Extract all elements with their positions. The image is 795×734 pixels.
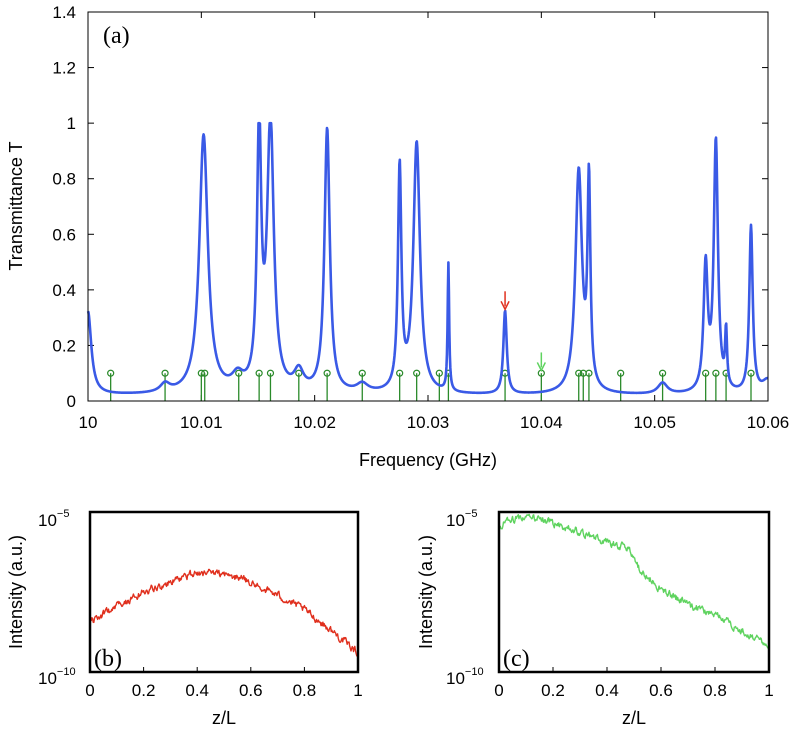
- panel-c-y-axis-label: Intensity (a.u.): [416, 535, 436, 649]
- red-arrow-icon: [500, 291, 510, 311]
- panel-b-x-axis-label: z/L: [212, 708, 236, 728]
- panel-a-y-tick-label: 1: [67, 114, 76, 133]
- panel-a-stem-marker: [107, 369, 115, 377]
- panel-a-y-tick-label: 0.2: [52, 336, 76, 355]
- panel-c-x-axis-label: z/L: [622, 708, 646, 728]
- panel-a-frame: [87, 11, 769, 402]
- panel-a-y-tick-label: 0: [67, 392, 76, 411]
- panel-c-label: (c): [503, 646, 530, 672]
- panel-b-y-tick-base: 10: [38, 669, 57, 688]
- panel-b-y-tick-bottom: 10−10: [38, 666, 76, 688]
- panel-a-label: (a): [103, 23, 130, 49]
- panel-c-x-tick-label: 0: [494, 681, 503, 700]
- panel-a-transmittance-line: [86, 121, 769, 395]
- panel-a-y-tick-labels: 0 0.2 0.4 0.6 0.8 1 1.2 1.4: [52, 3, 76, 411]
- panel-a-y-tick-label: 0.8: [52, 170, 76, 189]
- panel-a-x-axis-label: Frequency (GHz): [359, 450, 497, 470]
- panel-b-x-tick-label: 0: [85, 681, 94, 700]
- svg-text:10−10: 10−10: [446, 666, 484, 688]
- panel-a-y-tick-label: 1.4: [52, 3, 76, 22]
- panel-a-stem-marker: [201, 369, 209, 377]
- panel-a-stem-marker: [617, 369, 625, 377]
- panel-a-x-tick-label: 10.03: [407, 413, 450, 432]
- panel-a-stem-marker: [161, 369, 169, 377]
- panel-a-stem-marker: [658, 369, 667, 377]
- panel-c-y-tick-exp: −10: [465, 666, 484, 678]
- panel-b-frame: [88, 510, 360, 674]
- panel-a-stem-marker: [712, 369, 720, 377]
- panel-a-stem-marker: [702, 369, 710, 377]
- panel-a-x-tick-label: 10: [79, 413, 98, 432]
- svg-text:10−5: 10−5: [38, 508, 69, 530]
- panel-b-x-tick-label: 1: [353, 681, 362, 700]
- panel-c: 0 0.2 0.4 0.6 0.8 1 10−5 10−10 z/L Intensity …: [416, 508, 774, 728]
- panel-c-x-tick-labels: 0 0.2 0.4 0.6 0.8 1: [494, 681, 773, 700]
- panel-b-y-tick-top: 10−5: [38, 508, 69, 530]
- panel-b-x-tick-labels: 0 0.2 0.4 0.6 0.8 1: [85, 681, 362, 700]
- panel-a-stem-marker: [435, 369, 443, 377]
- panel-a-x-tick-label: 10.05: [633, 413, 676, 432]
- panel-a-x-tick-labels: 10 10.01 10.02 10.03 10.04 10.05 10.06: [79, 413, 790, 432]
- panel-b-y-axis-label: Intensity (a.u.): [6, 535, 26, 649]
- panel-c-y-tick-bottom: 10−10: [446, 666, 484, 688]
- panel-a-stem-marker: [747, 369, 755, 377]
- panel-a-stem-marker: [323, 369, 331, 377]
- panel-c-x-tick-label: 0.4: [595, 681, 619, 700]
- panel-c-intensity-line: [498, 513, 770, 651]
- panel-c-x-tick-label: 0.2: [541, 681, 565, 700]
- panel-c-x-tick-label: 0.6: [649, 681, 673, 700]
- panel-a-stems: [107, 369, 755, 401]
- panel-a-stem-marker: [413, 369, 421, 377]
- panel-a-x-tick-label: 10.01: [180, 413, 223, 432]
- panel-a-stem-marker: [358, 369, 366, 377]
- panel-a-stem-marker: [575, 369, 583, 377]
- panel-b-y-tick-base: 10: [38, 511, 57, 530]
- panel-a-stem-marker: [255, 369, 263, 377]
- panel-a-stem-marker: [585, 369, 593, 377]
- panel-a-y-tick-label: 0.6: [52, 225, 76, 244]
- panel-a-y-tick-label: 0.4: [52, 281, 76, 300]
- panel-a: 10 10.01 10.02 10.03 10.04 10.05 10.06 0 0.2 0.4…: [6, 3, 789, 470]
- panel-c-y-tick-base: 10: [446, 511, 465, 530]
- panel-a-stem-marker: [295, 369, 303, 377]
- panel-c-x-tick-label: 1: [764, 681, 773, 700]
- panel-c-x-tick-label: 0.8: [703, 681, 727, 700]
- svg-text:10−5: 10−5: [446, 508, 477, 530]
- panel-b-intensity-line: [89, 568, 359, 658]
- panel-a-stem-marker: [235, 369, 243, 377]
- panel-a-x-tick-label: 10.06: [747, 413, 790, 432]
- svg-text:10−10: 10−10: [38, 666, 76, 688]
- panel-a-stem-marker: [396, 369, 404, 377]
- panel-b-x-tick-label: 0.4: [185, 681, 209, 700]
- panel-b-x-tick-label: 0.2: [132, 681, 156, 700]
- panel-b-x-tick-label: 0.8: [293, 681, 317, 700]
- panel-c-frame: [497, 510, 771, 674]
- panel-b-y-tick-exp: −10: [57, 666, 76, 678]
- panel-a-y-tick-label: 1.2: [52, 59, 76, 78]
- panel-c-y-tick-exp: −5: [465, 508, 478, 520]
- panel-b: 0 0.2 0.4 0.6 0.8 1 10−5 10−10 z/L Intensity …: [6, 508, 363, 728]
- panel-c-y-tick-top: 10−5: [446, 508, 477, 530]
- panel-a-stem-marker: [266, 369, 275, 377]
- panel-b-y-tick-exp: −5: [57, 508, 70, 520]
- panel-a-tickmarks: [87, 11, 769, 402]
- green-arrow-icon: [536, 352, 547, 373]
- panel-a-arrows: [500, 291, 547, 373]
- panel-a-x-tick-label: 10.02: [293, 413, 336, 432]
- panel-b-label: (b): [94, 646, 122, 672]
- panel-c-y-tick-base: 10: [446, 669, 465, 688]
- panel-a-y-axis-label: Transmittance T: [6, 141, 26, 270]
- panel-a-x-tick-label: 10.04: [520, 413, 563, 432]
- panel-b-x-tick-label: 0.6: [239, 681, 263, 700]
